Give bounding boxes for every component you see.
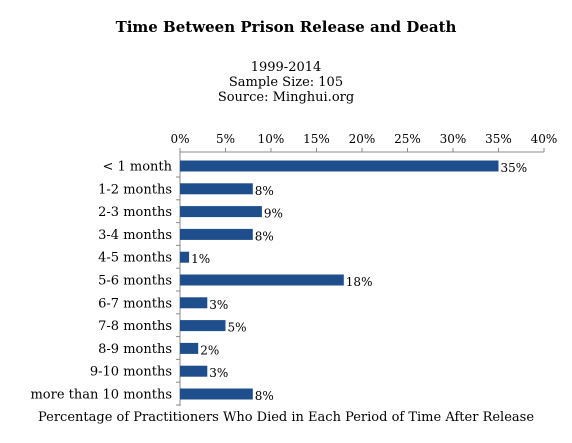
data-label: 5% bbox=[228, 321, 247, 335]
x-tick-label: 15% bbox=[303, 132, 330, 146]
data-label: 3% bbox=[209, 366, 228, 380]
data-label: 9% bbox=[264, 207, 283, 221]
bar bbox=[180, 320, 226, 332]
data-label: 3% bbox=[209, 298, 228, 312]
x-tick-label: 5% bbox=[216, 132, 235, 146]
category-label: < 1 month bbox=[102, 160, 172, 175]
bar bbox=[180, 274, 344, 286]
category-label: 5-6 months bbox=[98, 274, 172, 289]
x-tick-label: 25% bbox=[394, 132, 421, 146]
subtitle-years: 1999-2014 bbox=[250, 60, 322, 75]
data-label: 8% bbox=[255, 389, 274, 403]
data-label: 18% bbox=[346, 275, 373, 289]
bar bbox=[180, 206, 262, 218]
category-label: 3-4 months bbox=[98, 228, 172, 243]
x-tick-label: 20% bbox=[349, 132, 376, 146]
category-label: 8-9 months bbox=[98, 342, 172, 357]
subtitle-sample-size: Sample Size: 105 bbox=[228, 75, 344, 90]
category-label: 7-8 months bbox=[98, 319, 172, 334]
category-label: 1-2 months bbox=[98, 182, 172, 197]
bar bbox=[180, 342, 199, 354]
bar bbox=[180, 183, 253, 195]
x-tick-label: 40% bbox=[531, 132, 558, 146]
x-axis-caption: Percentage of Practitioners Who Died in … bbox=[37, 410, 535, 425]
bar bbox=[180, 160, 499, 172]
subtitle-source: Source: Minghui.org bbox=[217, 90, 355, 105]
chart-subtitle: 1999-2014 Sample Size: 105 Source: Mingh… bbox=[0, 60, 572, 105]
data-label: 35% bbox=[501, 161, 528, 175]
bar bbox=[180, 297, 208, 309]
x-tick-label: 30% bbox=[440, 132, 467, 146]
data-label: 8% bbox=[255, 184, 274, 198]
chart-title: Time Between Prison Release and Death bbox=[115, 18, 457, 36]
category-label: 2-3 months bbox=[98, 205, 172, 220]
category-label: 4-5 months bbox=[98, 251, 172, 266]
category-label: 6-7 months bbox=[98, 296, 172, 311]
data-label: 1% bbox=[191, 252, 210, 266]
bar bbox=[180, 228, 253, 240]
x-tick-label: 0% bbox=[170, 132, 189, 146]
bar bbox=[180, 388, 253, 400]
data-label: 8% bbox=[255, 229, 274, 243]
x-tick-label: 35% bbox=[485, 132, 512, 146]
data-label: 2% bbox=[200, 343, 219, 357]
x-tick-label: 10% bbox=[258, 132, 285, 146]
category-label: more than 10 months bbox=[30, 388, 172, 403]
bar bbox=[180, 365, 208, 377]
category-label: 9-10 months bbox=[90, 365, 172, 380]
bar bbox=[180, 251, 190, 263]
